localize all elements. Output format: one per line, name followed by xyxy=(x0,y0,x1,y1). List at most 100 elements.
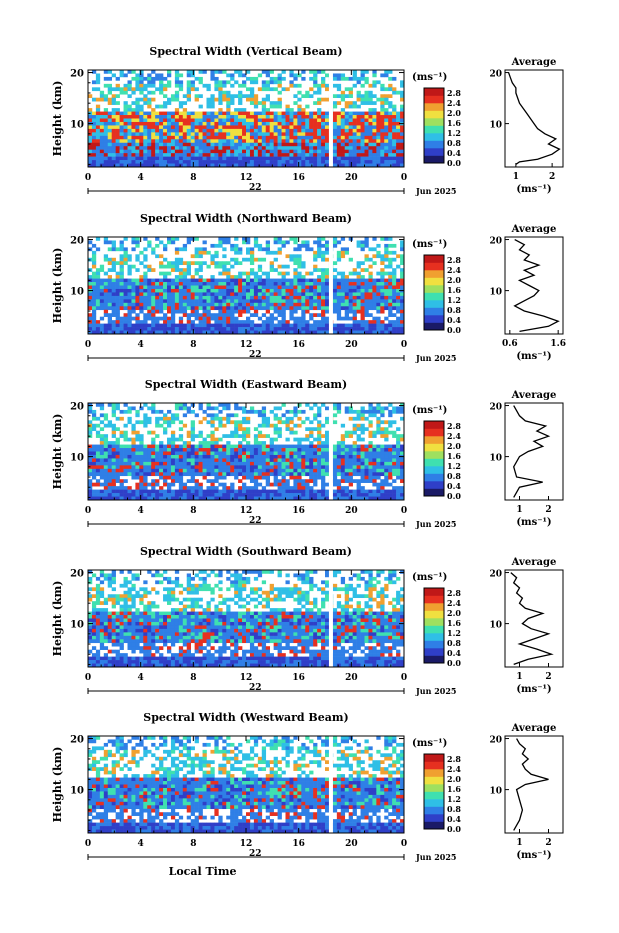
heatmap-cell xyxy=(305,458,309,462)
heatmap-cell xyxy=(238,448,242,452)
heatmap-cell xyxy=(92,70,96,74)
heatmap-cell xyxy=(230,448,234,452)
heatmap-cell xyxy=(372,299,376,303)
heatmap-cell xyxy=(187,486,191,490)
heatmap-cell xyxy=(159,91,163,95)
heatmap-cell xyxy=(218,417,222,421)
heatmap-cell xyxy=(108,258,112,262)
heatmap-cell xyxy=(116,427,120,431)
heatmap-cell xyxy=(372,143,376,147)
heatmap-cell xyxy=(341,129,345,133)
heatmap-cell xyxy=(250,98,254,102)
heatmap-cell xyxy=(321,296,325,300)
heatmap-cell xyxy=(199,119,203,123)
heatmap-cell xyxy=(112,431,116,435)
heatmap-cell xyxy=(210,317,214,321)
heatmap-cell xyxy=(278,306,282,310)
heatmap-cell xyxy=(131,445,135,449)
heatmap-cell xyxy=(203,303,207,307)
heatmap-cell xyxy=(112,265,116,269)
heatmap-cell xyxy=(388,146,392,150)
heatmap-cell xyxy=(365,299,369,303)
heatmap-cell xyxy=(309,296,313,300)
heatmap-cell xyxy=(167,303,171,307)
heatmap-cell xyxy=(341,292,345,296)
heatmap-cell xyxy=(372,80,376,84)
heatmap-cell xyxy=(171,136,175,140)
heatmap-cell xyxy=(195,87,199,91)
heatmap-cell xyxy=(238,150,242,154)
heatmap-cell xyxy=(88,94,92,98)
heatmap-cell xyxy=(262,306,266,310)
heatmap-cell xyxy=(278,493,282,497)
heatmap-cell xyxy=(131,427,135,431)
heatmap-cell xyxy=(124,150,128,154)
heatmap-cell xyxy=(278,434,282,438)
heatmap-cell xyxy=(372,303,376,307)
heatmap-cell xyxy=(282,143,286,147)
heatmap-cell xyxy=(131,441,135,445)
heatmap-cell xyxy=(357,160,361,164)
heatmap-cell xyxy=(266,84,270,88)
heatmap-cell xyxy=(258,317,262,321)
heatmap-cell xyxy=(234,282,238,286)
heatmap-cell xyxy=(128,292,132,296)
heatmap-cell xyxy=(155,157,159,161)
heatmap-cell xyxy=(199,403,203,407)
heatmap-cell xyxy=(139,465,143,469)
heatmap-cell xyxy=(297,129,301,133)
heatmap-cell xyxy=(218,240,222,244)
heatmap-cell xyxy=(321,272,325,276)
heatmap-cell xyxy=(100,292,104,296)
heatmap-cell xyxy=(143,115,147,119)
heatmap-cell xyxy=(226,108,230,112)
heatmap-cell xyxy=(321,150,325,154)
heatmap-cell xyxy=(96,153,100,157)
heatmap-cell xyxy=(151,279,155,283)
heatmap-cell xyxy=(337,286,341,290)
heatmap-cell xyxy=(337,122,341,126)
heatmap-cell xyxy=(92,153,96,157)
heatmap-cell xyxy=(214,153,218,157)
heatmap-cell xyxy=(297,327,301,331)
heatmap-cell xyxy=(337,445,341,449)
heatmap-cell xyxy=(325,320,329,324)
heatmap-cell xyxy=(210,105,214,109)
heatmap-cell xyxy=(376,143,380,147)
heatmap-cell xyxy=(203,458,207,462)
heatmap-cell xyxy=(258,129,262,133)
heatmap-cell xyxy=(254,490,258,494)
heatmap-cell xyxy=(270,87,274,91)
heatmap-cell xyxy=(143,136,147,140)
heatmap-cell xyxy=(250,303,254,307)
heatmap-cell xyxy=(112,479,116,483)
heatmap-cell xyxy=(274,282,278,286)
heatmap-cell xyxy=(112,244,116,248)
heatmap-cell xyxy=(238,292,242,296)
heatmap-cell xyxy=(254,434,258,438)
heatmap-cell xyxy=(286,153,290,157)
heatmap-cell xyxy=(293,289,297,293)
heatmap-cell xyxy=(159,84,163,88)
heatmap-cell xyxy=(199,268,203,272)
heatmap-cell xyxy=(139,108,143,112)
heatmap-cell xyxy=(187,493,191,497)
heatmap-cell xyxy=(309,445,313,449)
heatmap-cell xyxy=(250,296,254,300)
heatmap-cell xyxy=(341,160,345,164)
heatmap-cell xyxy=(199,251,203,255)
heatmap-cell xyxy=(361,445,365,449)
heatmap-cell xyxy=(159,119,163,123)
heatmap-cell xyxy=(333,465,337,469)
heatmap-cell xyxy=(92,306,96,310)
heatmap-cell xyxy=(199,265,203,269)
heatmap-cell xyxy=(179,129,183,133)
heatmap-cell xyxy=(357,289,361,293)
heatmap-cell xyxy=(384,296,388,300)
heatmap-cell xyxy=(226,455,230,459)
heatmap-cell xyxy=(254,299,258,303)
heatmap-cell xyxy=(210,157,214,161)
heatmap-cell xyxy=(368,122,372,126)
heatmap-cell xyxy=(143,153,147,157)
heatmap-cell xyxy=(333,445,337,449)
